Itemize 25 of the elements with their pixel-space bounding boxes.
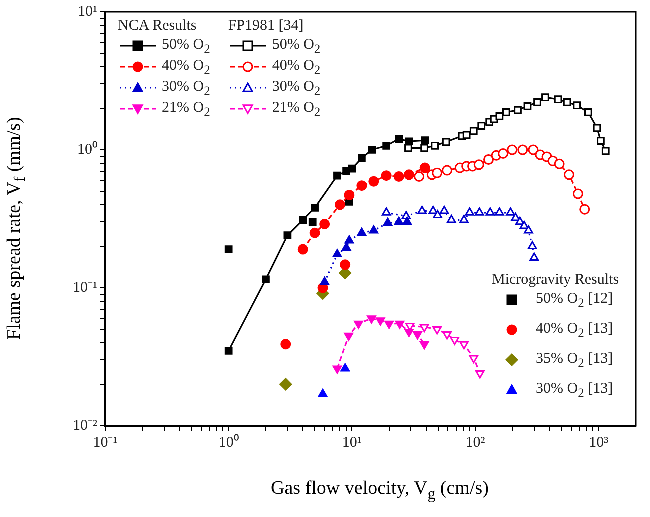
x-tick-label: 10⁰ [218,434,239,451]
y-tick-label: 10¹ [78,4,98,20]
annotation: Microgravity Results [492,272,620,289]
legend-label: 50% O$_{2}$ [162,37,210,56]
legend-label: 30% O$_{2}$ [272,79,321,98]
legend-label: 50% O$_{2}$ [12] [536,291,614,310]
y-tick-label: 10⁻² [72,418,98,434]
x-tick-label: 10³ [589,434,610,451]
legend-label: 40% O$_{2}$ [272,58,321,77]
y-tick-label: 10⁰ [77,140,98,158]
legend-label: 40% O$_{2}$ [162,58,210,77]
x-tick-label: 10¹ [342,434,362,451]
annotation: NCA Results [118,18,198,35]
y-tick-label: 10⁻¹ [72,280,98,296]
legend-label: 21% O$_{2}$ [272,100,321,119]
legend-label: 40% O$_{2}$ [13] [536,321,614,340]
legend-label: 30% O$_{2}$ [162,79,210,98]
x-axis-title: Gas flow velocity, V$_{g}$ (cm/s) [270,478,490,504]
x-tick-label: 10² [466,434,486,451]
legend-label: 30% O$_{2}$ [13] [536,381,614,400]
x-tick-label: 10⁻¹ [93,434,118,451]
legend-label: 21% O$_{2}$ [162,100,210,119]
legend-label: 35% O$_{2}$ [13] [536,351,614,370]
legend-label: 50% O$_{2}$ [272,37,321,56]
annotation: FP1981 [34] [228,18,305,35]
